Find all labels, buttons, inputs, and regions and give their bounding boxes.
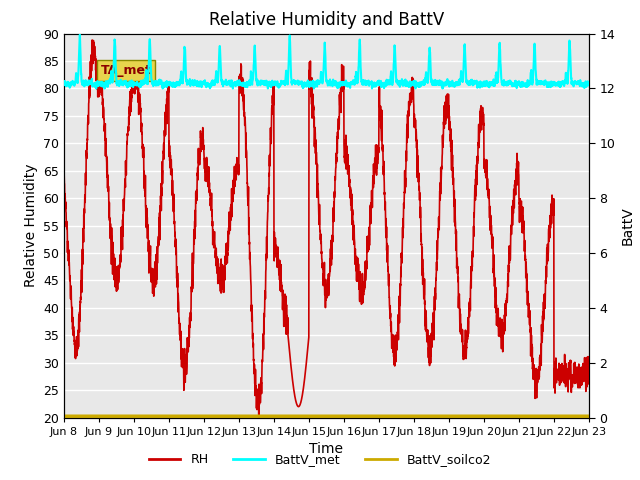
Text: TA_met: TA_met [100, 64, 152, 77]
X-axis label: Time: Time [309, 442, 344, 456]
Y-axis label: Relative Humidity: Relative Humidity [24, 164, 38, 288]
Legend: RH, BattV_met, BattV_soilco2: RH, BattV_met, BattV_soilco2 [144, 448, 496, 471]
Title: Relative Humidity and BattV: Relative Humidity and BattV [209, 11, 444, 29]
Y-axis label: BattV: BattV [621, 206, 635, 245]
